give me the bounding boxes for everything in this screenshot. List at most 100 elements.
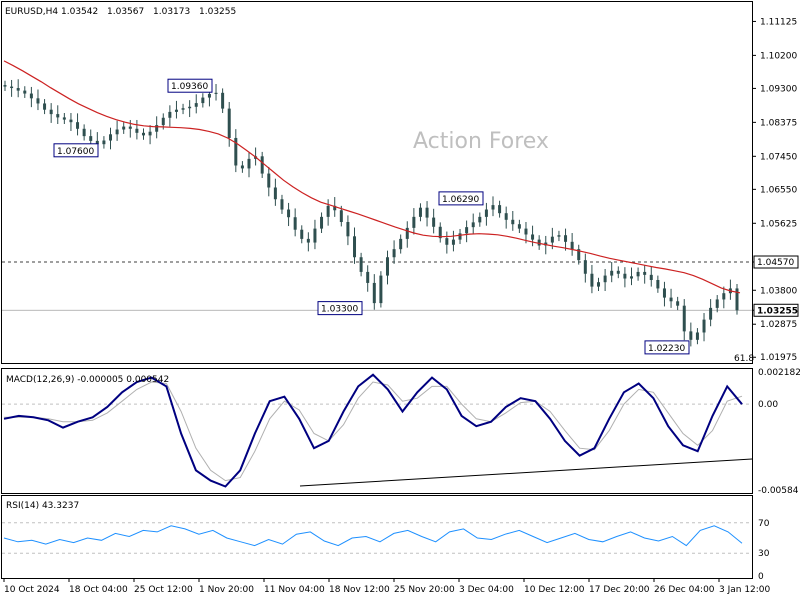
- candle-body: [76, 122, 80, 129]
- candle-body: [392, 249, 396, 258]
- swing-label-box: [53, 143, 99, 158]
- candle-body: [36, 98, 40, 104]
- moving-average-line: [3, 60, 741, 294]
- candle-body: [128, 126, 132, 129]
- price-tick-label: 1.09300: [760, 84, 797, 94]
- hline-price-box: [753, 255, 799, 269]
- current-price-box: [753, 303, 799, 317]
- candle-body: [504, 213, 508, 220]
- candle-body: [89, 136, 93, 141]
- time-tick-label: 25 Oct 12:00: [134, 585, 193, 595]
- candle-body: [412, 216, 416, 228]
- candle-body: [300, 229, 304, 239]
- candle-body: [372, 282, 376, 304]
- candle-body: [458, 233, 462, 240]
- candle-body: [234, 137, 238, 166]
- price-tick-label: 1.05625: [760, 219, 797, 229]
- candle-body: [346, 222, 350, 237]
- candle-body: [287, 209, 291, 218]
- candle-body: [438, 226, 442, 239]
- candle-body: [465, 227, 469, 234]
- candle-body: [669, 297, 673, 302]
- candle-body: [629, 276, 633, 279]
- candle-body: [676, 301, 680, 306]
- swing-label-box: [167, 78, 213, 93]
- candle-body: [23, 90, 27, 94]
- macd-tick-label: 0.00: [758, 400, 778, 410]
- candle-body: [379, 275, 383, 304]
- candle-body: [240, 165, 244, 169]
- price-layer: 1.09360 1.07600 1.06290 1.03300 1.02230 61.8: [2, 60, 754, 364]
- current-price-label: 1.03255: [757, 306, 798, 316]
- candle-body: [432, 217, 436, 227]
- candle-body: [49, 109, 53, 115]
- candle-body: [682, 305, 686, 332]
- candle-body: [69, 119, 73, 123]
- swing-label-box: [438, 191, 484, 206]
- chart-open: 1.03542: [61, 7, 98, 17]
- candle-body: [491, 205, 495, 210]
- candle-body: [10, 86, 14, 89]
- macd-title: MACD(12,26,9) -0.000005 0.000542: [6, 375, 169, 385]
- candle-body: [306, 238, 310, 243]
- candle-body: [636, 271, 640, 277]
- price-panel-frame: [1, 1, 753, 364]
- chart-close: 1.03255: [199, 7, 236, 17]
- candle-body: [735, 288, 739, 311]
- candle-body: [557, 235, 561, 237]
- rsi-panel-frame: [1, 495, 753, 579]
- time-tick-label: 25 Nov 20:00: [394, 585, 455, 595]
- candle-body: [188, 106, 192, 109]
- candle-body: [656, 279, 660, 289]
- time-tick-label: 1 Nov 20:00: [199, 585, 254, 595]
- price-tick-label: 1.07450: [760, 152, 797, 162]
- candle-body: [577, 249, 581, 261]
- time-tick-label: 11 Nov 04:00: [264, 585, 325, 595]
- candle-body: [689, 331, 693, 340]
- candle-body: [214, 92, 218, 94]
- fib-level-label: 61.8: [734, 354, 754, 364]
- candle-body: [247, 158, 251, 169]
- candle-body: [695, 332, 699, 340]
- chart-symbol: EURUSD,H4: [5, 7, 58, 17]
- candle-body: [267, 173, 271, 188]
- candle-body: [273, 187, 277, 200]
- candle-body: [359, 257, 363, 272]
- time-tick-label: 18 Nov 12:00: [329, 585, 390, 595]
- price-tick-label: 1.11125: [760, 17, 797, 27]
- macd-line: [3, 373, 743, 488]
- candle-body: [293, 217, 297, 230]
- candle-body: [227, 108, 231, 138]
- macd-trendline: [299, 458, 753, 487]
- candle-body: [643, 271, 647, 275]
- candle-body: [207, 93, 211, 98]
- candle-body: [399, 238, 403, 250]
- candle-body: [616, 270, 620, 274]
- time-tick-label: 18 Oct 04:00: [69, 585, 128, 595]
- price-tick-label: 1.06550: [760, 185, 797, 195]
- price-tick-label: 1.08375: [760, 118, 797, 128]
- candle-body: [141, 132, 145, 136]
- candle-body: [161, 117, 165, 126]
- candle-body: [623, 273, 627, 279]
- candle-body: [339, 210, 343, 223]
- candle-body: [425, 207, 429, 218]
- rsi-line: [3, 525, 743, 547]
- candle-body: [597, 282, 601, 287]
- candle-body: [16, 88, 20, 91]
- time-tick-label: 10 Dec 12:00: [524, 585, 585, 595]
- price-tick-label: 1.03800: [760, 286, 797, 296]
- candle-body: [445, 238, 449, 245]
- candle-body: [135, 128, 139, 133]
- candle-body: [320, 216, 324, 229]
- candle-body: [102, 140, 106, 145]
- candle-body: [471, 222, 475, 228]
- swing-label: 1.07600: [57, 147, 94, 157]
- price-tick-label: 1.02875: [760, 320, 797, 330]
- time-tick-label: 10 Oct 2024: [4, 585, 60, 595]
- candle-body: [115, 129, 119, 135]
- macd-layer: [2, 373, 753, 488]
- candle-body: [564, 235, 568, 242]
- candle-body: [95, 140, 99, 145]
